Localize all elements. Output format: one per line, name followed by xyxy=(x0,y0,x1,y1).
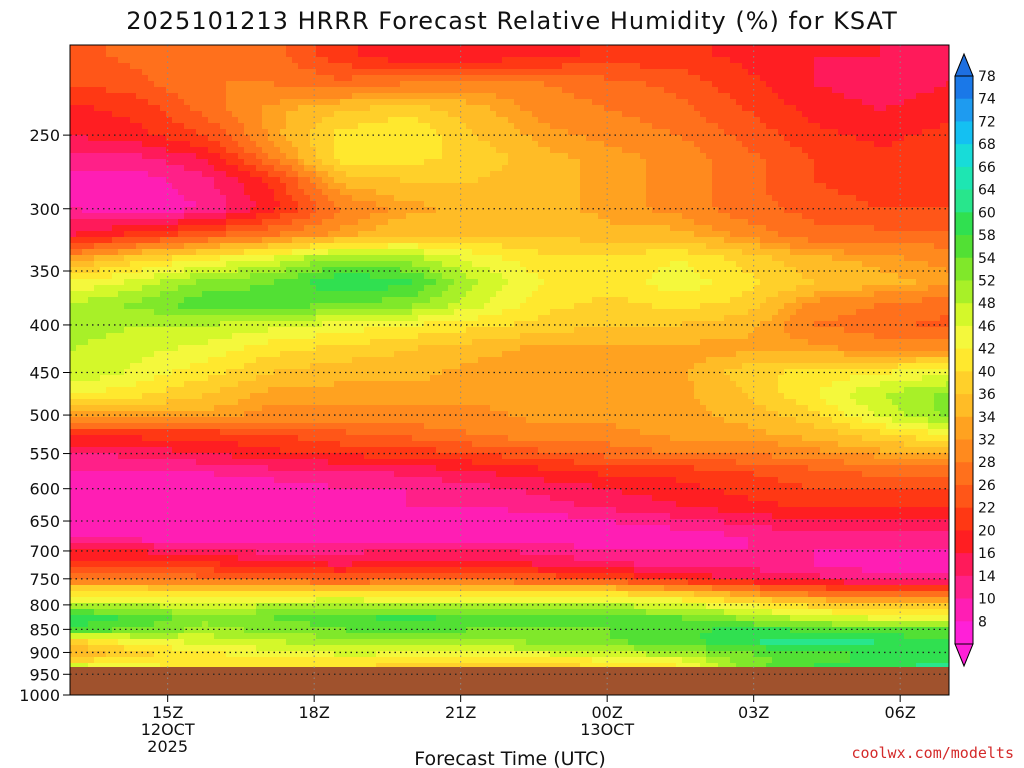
x-tick-label: 12OCT xyxy=(141,720,195,739)
y-tick-label: 950 xyxy=(29,665,60,684)
y-tick-label: 800 xyxy=(29,596,60,615)
colorbar-swatch xyxy=(955,121,973,145)
colorbar-label: 28 xyxy=(978,455,996,471)
grid-lines xyxy=(70,45,949,695)
chart-title: 2025101213 HRRR Forecast Relative Humidi… xyxy=(126,7,898,35)
colorbar-swatch xyxy=(955,394,973,418)
colorbar-swatch xyxy=(955,598,973,622)
colorbar-label: 74 xyxy=(978,92,996,108)
y-tick-label: 600 xyxy=(29,480,60,499)
colorbar-swatch xyxy=(955,76,973,100)
colorbar-swatch xyxy=(955,144,973,168)
plot-frame xyxy=(69,44,950,696)
ground-surface xyxy=(70,667,949,695)
colorbar-swatch xyxy=(955,303,973,327)
colorbar-label: 78 xyxy=(978,69,996,85)
humidity-field xyxy=(70,45,949,667)
y-tick-label: 650 xyxy=(29,512,60,531)
colorbar-swatch xyxy=(955,439,973,463)
x-tick-label: 15Z xyxy=(152,703,183,722)
colorbar-label: 40 xyxy=(978,364,996,380)
colorbar: 78 74 72 68 66 64 60 58 54 52 48 46 42 40 36 34 32 28 26 22… xyxy=(954,52,996,668)
x-tick-label: 00Z xyxy=(592,703,623,722)
colorbar-bottom-arrow xyxy=(954,643,974,668)
y-tick-label: 450 xyxy=(29,364,60,383)
y-tick-label: 250 xyxy=(29,126,60,145)
colorbar-label: 68 xyxy=(978,137,996,153)
colorbar-label: 22 xyxy=(978,501,996,517)
y-tick-label: 700 xyxy=(29,542,60,561)
colorbar-label: 8 xyxy=(978,614,987,630)
y-tick-label: 1000 xyxy=(19,686,60,705)
colorbar-label: 58 xyxy=(978,228,996,244)
colorbar-label: 48 xyxy=(978,296,996,312)
colorbar-label: 52 xyxy=(978,273,996,289)
y-tick-label: 300 xyxy=(29,200,60,219)
colorbar-swatch xyxy=(955,166,973,190)
y-tick-label: 850 xyxy=(29,620,60,639)
colorbar-label: 16 xyxy=(978,546,996,562)
colorbar-swatch xyxy=(955,416,973,440)
x-tick-label: 18Z xyxy=(299,703,330,722)
x-tick-label: 03Z xyxy=(738,703,769,722)
colorbar-label: 36 xyxy=(978,387,996,403)
x-tick-label: 2025 xyxy=(147,737,188,756)
colorbar-label: 34 xyxy=(978,410,996,426)
y-tick-label: 400 xyxy=(29,316,60,335)
colorbar-label: 32 xyxy=(978,433,996,449)
colorbar-label: 42 xyxy=(978,342,996,358)
colorbar-swatch xyxy=(955,507,973,531)
colorbar-swatch xyxy=(955,371,973,395)
colorbar-swatch xyxy=(955,212,973,236)
colorbar-swatch xyxy=(955,621,973,645)
colorbar-swatch xyxy=(955,325,973,350)
colorbar-label: 64 xyxy=(978,183,996,199)
colorbar-frame xyxy=(954,75,974,645)
colorbar-label: 10 xyxy=(978,592,996,608)
colorbar-label: 26 xyxy=(978,478,996,494)
colorbar-swatch xyxy=(955,235,973,259)
colorbar-swatch xyxy=(955,98,973,122)
colorbar-swatch xyxy=(955,280,973,304)
colorbar-label: 72 xyxy=(978,114,996,130)
y-tick-label: 750 xyxy=(29,570,60,589)
colorbar-label: 14 xyxy=(978,569,996,585)
y-tick-label: 550 xyxy=(29,445,60,464)
y-tick-label: 900 xyxy=(29,643,60,662)
colorbar-swatch xyxy=(955,484,973,509)
x-tick-label: 06Z xyxy=(885,703,916,722)
colorbar-swatch xyxy=(955,348,973,372)
colorbar-swatch xyxy=(955,530,973,554)
colorbar-label: 46 xyxy=(978,319,996,335)
colorbar-swatch xyxy=(955,189,973,213)
y-axis: 250 300 350 400 450 500 550 600 650 700 750 800 850 9… xyxy=(19,126,70,705)
credit-text: coolwx.com/modelts xyxy=(851,744,1014,762)
colorbar-label: 20 xyxy=(978,523,996,539)
colorbar-swatch xyxy=(955,553,973,577)
colorbar-swatch xyxy=(955,575,973,599)
x-tick-label: 21Z xyxy=(445,703,476,722)
y-tick-label: 350 xyxy=(29,262,60,281)
colorbar-label: 60 xyxy=(978,205,996,221)
colorbar-top-arrow xyxy=(954,52,974,77)
y-tick-label: 500 xyxy=(29,406,60,425)
colorbar-label: 54 xyxy=(978,251,996,267)
plot-area xyxy=(69,44,950,696)
x-tick-label: 13OCT xyxy=(580,720,634,739)
colorbar-swatch xyxy=(955,462,973,486)
colorbar-swatch xyxy=(955,257,973,281)
colorbar-label: 66 xyxy=(978,160,996,176)
x-axis-label: Forecast Time (UTC) xyxy=(414,748,605,768)
